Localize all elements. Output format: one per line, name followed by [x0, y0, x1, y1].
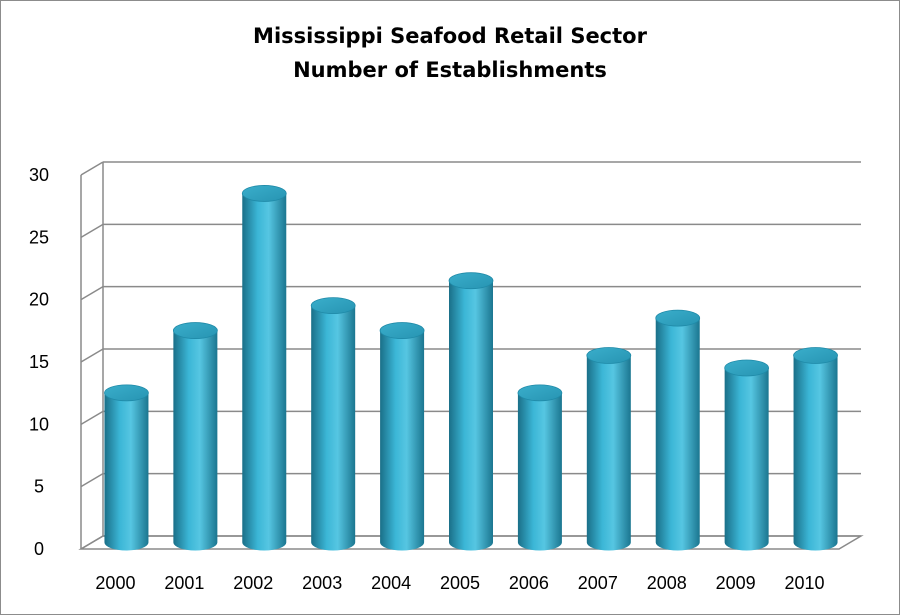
chart-title: Mississippi Seafood Retail Sector Number… — [1, 19, 899, 87]
bar-2000 — [104, 384, 149, 551]
axis-layer — [78, 175, 864, 550]
bar-body — [242, 193, 287, 551]
bar-2001 — [172, 322, 218, 551]
bar-2009 — [724, 359, 770, 551]
bar-top — [724, 359, 770, 377]
bar-2004 — [379, 322, 425, 551]
y-tick-label-25: 25 — [29, 227, 49, 247]
bar-body — [380, 330, 425, 551]
bar-body — [586, 355, 631, 551]
x-tick-label-2007: 2007 — [578, 573, 618, 593]
x-tick-label-2010: 2010 — [785, 573, 825, 593]
bar-body — [173, 330, 218, 551]
x-tick-label-2001: 2001 — [164, 573, 204, 593]
bar-2005 — [448, 272, 494, 551]
bar-top — [172, 322, 218, 339]
gridline-depth-5 — [80, 473, 104, 488]
bar-top — [517, 384, 563, 402]
x-tick-label-2008: 2008 — [647, 573, 687, 593]
bar-top — [310, 297, 356, 315]
bar-top — [655, 309, 701, 327]
bar-2008 — [655, 309, 701, 551]
chart-title-line-1: Mississippi Seafood Retail Sector — [253, 24, 647, 48]
bar-top — [379, 322, 425, 339]
bar-body — [724, 367, 769, 551]
bar-2010 — [793, 347, 838, 551]
chart-floor — [78, 535, 864, 550]
x-tick-label-2002: 2002 — [233, 573, 273, 593]
x-tick-label-2004: 2004 — [371, 573, 411, 593]
x-tick-label-2009: 2009 — [716, 573, 756, 593]
chart-title-line-2: Number of Establishments — [293, 58, 607, 82]
bar-body — [517, 392, 562, 551]
bars-layer — [104, 185, 838, 551]
bar-top — [586, 347, 632, 364]
bar-body — [655, 318, 700, 551]
x-tick-label-2000: 2000 — [95, 573, 135, 593]
bar-top — [793, 347, 838, 364]
bar-body — [104, 392, 149, 551]
bar-top — [104, 384, 149, 402]
gridline-depth-15 — [80, 348, 104, 363]
bar-body — [311, 305, 356, 551]
bar-top — [448, 272, 494, 290]
labels-layer: 0 5 10 15 20 25 30 2000 2001 2002 2003 2004 2005 2006… — [29, 165, 825, 593]
bar-body — [449, 280, 493, 551]
bar-2007 — [586, 347, 632, 551]
y-tick-label-20: 20 — [29, 290, 49, 310]
y-tick-label-5: 5 — [34, 477, 44, 497]
gridline-depth-30 — [80, 161, 104, 176]
y-tick-label-0: 0 — [34, 539, 44, 559]
bar-2003 — [310, 297, 356, 551]
bar-top — [241, 185, 287, 202]
gridline-depth-25 — [80, 223, 104, 238]
gridline-depth-10 — [80, 410, 104, 425]
y-tick-label-15: 15 — [29, 352, 49, 372]
x-tick-label-2003: 2003 — [302, 573, 342, 593]
bar-body — [793, 355, 838, 551]
x-tick-label-2005: 2005 — [440, 573, 480, 593]
bar-2002 — [241, 185, 287, 551]
y-tick-label-10: 10 — [29, 414, 49, 434]
bar-2006 — [517, 384, 563, 551]
gridline-depth-20 — [80, 286, 104, 301]
y-tick-label-30: 30 — [29, 165, 49, 185]
x-tick-label-2006: 2006 — [509, 573, 549, 593]
